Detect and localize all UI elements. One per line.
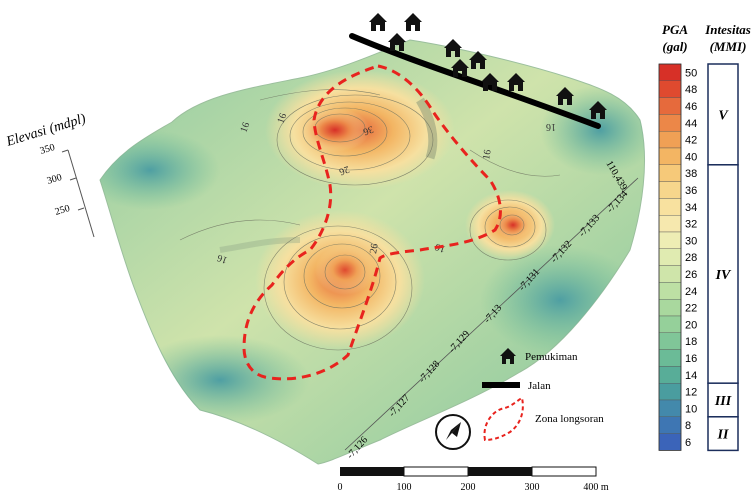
colorbar-swatch [658, 97, 682, 115]
colorbar-swatch [658, 416, 682, 434]
colorbar-value-label: 12 [685, 387, 697, 399]
house-icon [507, 73, 525, 91]
colorbar-swatch [658, 349, 682, 367]
colorbar-swatch [658, 315, 682, 333]
colorbar-swatch [658, 231, 682, 249]
colorbar-value-label: 24 [685, 286, 697, 298]
mmi-box [707, 416, 739, 452]
contour-label: 26 [368, 243, 381, 255]
mmi-unit: (MMI) [710, 39, 747, 54]
house-icon [404, 13, 422, 31]
colorbar-value-label: 40 [685, 151, 697, 163]
mmi-label: II [717, 428, 729, 443]
colorbar-value-label: 34 [685, 202, 697, 214]
colorbar-swatch [658, 198, 682, 216]
legend-road-label: Jalan [528, 380, 551, 392]
colorbar-value-label: 14 [685, 370, 697, 382]
colorbar-value-label: 44 [685, 118, 697, 130]
colorbar-value-label: 26 [685, 269, 697, 281]
colorbar-value-label: 28 [685, 252, 697, 264]
scale-tick-label: 200 [461, 482, 476, 493]
contour-label: 26 [338, 163, 351, 177]
elevation-tick-300: 300 [46, 172, 64, 187]
mmi-header: Intesitas [704, 22, 751, 37]
contour-label: 16 [481, 149, 494, 161]
colorbar-value-label: 20 [685, 319, 697, 331]
colorbar-value-label: 10 [685, 403, 697, 415]
mmi-box [707, 382, 739, 418]
house-icon [388, 33, 406, 51]
house-icon [556, 87, 574, 105]
house-icon [589, 101, 607, 119]
colorbar-value-label: 16 [685, 353, 697, 365]
colorbar-swatch [658, 366, 682, 384]
road-legend-icon [482, 382, 520, 388]
settlement-houses [369, 13, 607, 119]
house-icon [481, 73, 499, 91]
house-icon [469, 51, 487, 69]
landslide-zone [242, 64, 502, 381]
colorbar-value-label: 36 [685, 185, 697, 197]
colorbar-swatch [658, 80, 682, 98]
legend-landslide-label: Zona longsoran [535, 413, 604, 425]
colorbar-swatch [658, 433, 682, 451]
contour-labels: 16 16 36 26 26 16 16 16 16 [216, 112, 556, 266]
colorbar-value-label: 46 [685, 101, 697, 113]
colorbar-swatch [658, 399, 682, 417]
colorbar-swatch [658, 114, 682, 132]
pga-header: PGA [662, 22, 688, 37]
house-icon [444, 39, 462, 57]
colorbar-value-label: 32 [685, 219, 697, 231]
map-legend: Pemukiman Jalan Zona longsoran [482, 348, 604, 442]
settlement-legend-icon [500, 348, 516, 364]
colorbar-value-label: 30 [685, 235, 697, 247]
mmi-label: IV [715, 268, 732, 283]
colorbar-value-label: 6 [685, 437, 691, 449]
mmi-box [707, 164, 739, 384]
colorbar-value-label: 50 [685, 67, 697, 79]
elevation-tick-250: 250 [54, 203, 72, 218]
colorbar-swatch [658, 214, 682, 233]
contour-label: 16 [216, 252, 229, 266]
house-icon [369, 13, 387, 31]
colorbar-swatch [658, 181, 682, 199]
contour-label: 16 [238, 121, 252, 134]
colorbar-value-label: 42 [685, 135, 697, 147]
colorbar-swatch [658, 130, 682, 149]
scale-tick-label: 400 m [583, 482, 609, 493]
colorbar-value-label: 48 [685, 84, 697, 96]
colorbar-swatch [658, 282, 682, 300]
colorbar-swatch [658, 248, 682, 266]
colorbar-swatch [658, 63, 682, 81]
contour-label: 16 [275, 112, 289, 125]
colorbar-value-label: 22 [685, 303, 697, 315]
mmi-box [707, 63, 739, 166]
road-line [349, 33, 601, 129]
elevation-axis: Elevasi (mdpl) 350 300 250 [4, 111, 95, 238]
scale-bar: 0 100 200 300 400 m [338, 466, 609, 493]
colorbar-swatch [658, 164, 682, 182]
colorbar-swatch [658, 147, 682, 165]
colorbar-value-label: 8 [685, 420, 691, 432]
scale-tick-label: 300 [525, 482, 540, 493]
mmi-label: III [714, 394, 732, 409]
legend-settlement-label: Pemukiman [525, 351, 578, 363]
colorbar: PGA (gal) Intesitas (MMI) 50 48 46 44 42 40 38… [658, 22, 751, 452]
mmi-label: V [718, 108, 729, 123]
colorbar-swatch [658, 332, 682, 350]
pga-unit: (gal) [662, 39, 687, 54]
colorbar-swatch [658, 299, 682, 317]
landslide-legend-icon [483, 396, 524, 442]
elevation-tick-350: 350 [39, 142, 57, 157]
north-arrow-icon [435, 414, 471, 450]
scale-tick-label: 0 [338, 482, 343, 493]
colorbar-swatch [658, 265, 682, 283]
contour-label: 16 [546, 121, 556, 132]
house-icon [451, 59, 469, 77]
colorbar-value-label: 18 [685, 336, 697, 348]
contour-label: 36 [362, 123, 375, 137]
colorbar-value-label: 38 [685, 168, 697, 180]
colorbar-swatch [658, 383, 682, 401]
scale-tick-label: 100 [397, 482, 412, 493]
